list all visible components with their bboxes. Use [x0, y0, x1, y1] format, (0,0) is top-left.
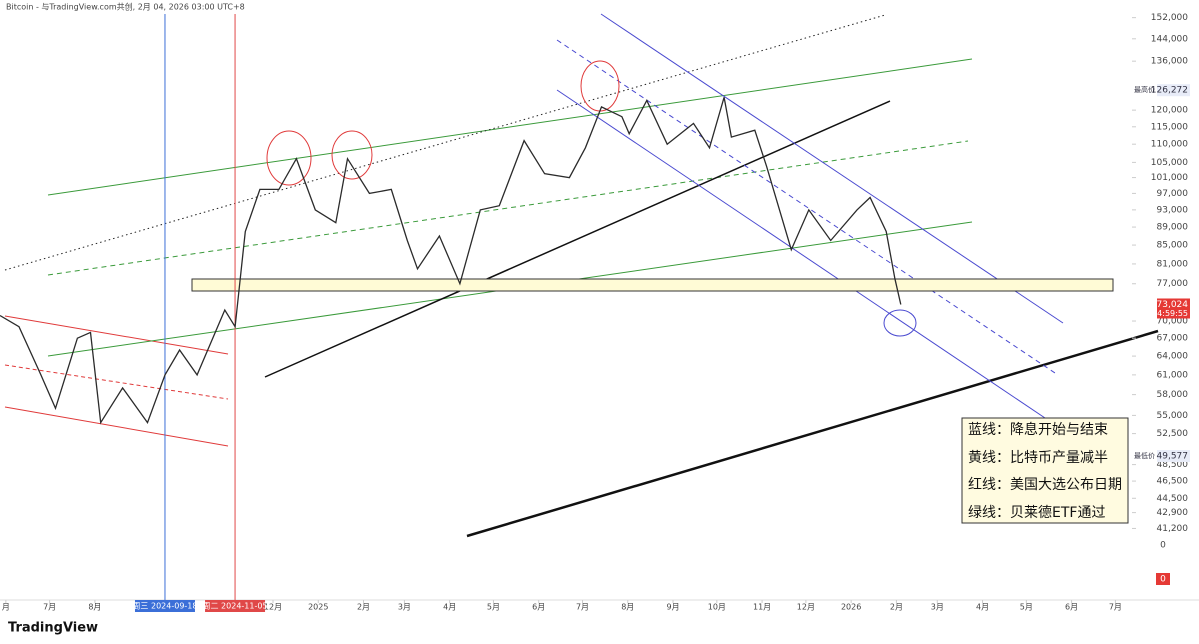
y-tick-label: 110,000: [1151, 140, 1188, 150]
x-tick-label: 12月: [797, 603, 815, 612]
y-tick-label: 41,200: [1157, 524, 1189, 534]
y-tick-label: 115,000: [1151, 122, 1188, 132]
x-tick-label: 8月: [88, 603, 101, 612]
event-label: 周三 2024-09-18: [132, 602, 197, 611]
indicator-label: 0: [1160, 575, 1166, 585]
x-tick-label: 4月: [976, 603, 989, 612]
chart-title: Bitcoin - 与TradingView.com共创, 2月 04, 202…: [6, 2, 245, 12]
event-label-bg: [205, 600, 266, 612]
annotation: 红线：美国大选公布日期: [968, 477, 1122, 493]
indicator-label-bg: [1156, 573, 1170, 585]
y-tick-label: 152,000: [1151, 13, 1188, 23]
trend-line: [600, 13, 1064, 324]
brand: TradingView: [8, 621, 98, 636]
y-tick-label: 58,000: [1157, 390, 1189, 400]
trend-line: [4, 406, 229, 447]
y-tick-label: 64,000: [1157, 352, 1189, 362]
event-label-bg: [134, 600, 195, 612]
price-line: [0, 97, 902, 425]
y-tick-label: 70,000: [1157, 317, 1189, 327]
drawings: [0, 13, 1199, 601]
indicator-label: 0: [1160, 541, 1166, 551]
x-tick-label: 6月: [1065, 603, 1078, 612]
x-tick-label: 3月: [931, 603, 944, 612]
x-tick-label: 4月: [443, 603, 456, 612]
price-label-caption: 最低价: [1134, 451, 1155, 460]
trend-line: [47, 140, 969, 276]
y-tick-label: 44,500: [1157, 494, 1189, 504]
trend-line: [466, 329, 1159, 538]
price-label: 73,024: [1157, 300, 1189, 310]
y-tick-label: 48,500: [1157, 460, 1189, 470]
trend-line: [556, 89, 1049, 421]
trend-line: [556, 39, 1059, 376]
y-tick-label: 55,000: [1157, 411, 1189, 421]
trend-line: [4, 315, 229, 355]
highlight-circle: [331, 130, 373, 180]
y-tick-label: 46,500: [1157, 477, 1189, 487]
price-timer: 04:59:55: [1152, 309, 1188, 318]
y-tick-label: 93,000: [1157, 205, 1189, 215]
price-label-caption: 最高价: [1134, 85, 1155, 94]
y-tick-label: 85,000: [1157, 241, 1189, 251]
x-tick-label: 2025: [308, 603, 328, 612]
y-tick-label: 144,000: [1151, 34, 1188, 44]
halving-zone: [191, 278, 1114, 292]
price-label-bg: [1157, 84, 1190, 97]
x-tick-label: 2月: [890, 603, 903, 612]
x-tick-label: 8月: [621, 603, 634, 612]
annotation-box: [961, 417, 1129, 524]
y-tick-label: 67,000: [1157, 334, 1189, 344]
x-tick-label: 7月: [576, 603, 589, 612]
x-tick-label: 10月: [708, 603, 726, 612]
x-tick-label: 7月: [43, 603, 56, 612]
y-tick-label: 120,000: [1151, 106, 1188, 116]
x-tick-label: 月: [2, 603, 10, 612]
price-label-bg: [1157, 450, 1190, 463]
price-label: 126,272: [1151, 86, 1188, 96]
trend-line: [47, 58, 973, 196]
trend-line: [4, 364, 229, 400]
event-label: 周二 2024-11-05: [203, 602, 268, 611]
x-tick-label: 2026: [841, 603, 861, 612]
x-tick-label: 12月: [264, 603, 282, 612]
x-tick-label: 7月: [1109, 603, 1122, 612]
y-tick-label: 89,000: [1157, 223, 1189, 233]
y-tick-label: 97,000: [1157, 189, 1189, 199]
annotation: 蓝线：降息开始与结束: [968, 421, 1108, 438]
trend-line: [264, 100, 891, 378]
x-tick-label: 5月: [1020, 603, 1033, 612]
highlight-circle: [883, 309, 917, 337]
highlight-circle: [266, 130, 312, 186]
x-tick-label: 11月: [753, 603, 771, 612]
y-tick-label: 61,000: [1157, 370, 1189, 380]
x-tick-label: 9月: [666, 603, 679, 612]
x-tick-label: 3月: [398, 603, 411, 612]
y-tick-label: 77,000: [1157, 279, 1189, 289]
y-tick-label: 105,000: [1151, 158, 1188, 168]
price-label-bg: [1157, 298, 1190, 319]
x-tick-label: 6月: [532, 603, 545, 612]
y-tick-label: 81,000: [1157, 259, 1189, 269]
x-tick-label: 2月: [357, 603, 370, 612]
annotation: 绿线：贝莱德ETF通过: [968, 505, 1105, 521]
y-tick-label: 101,000: [1151, 173, 1188, 183]
y-tick-label: 52,500: [1157, 429, 1189, 439]
x-tick-label: 5月: [487, 603, 500, 612]
y-tick-label: 136,000: [1151, 57, 1188, 67]
price-label: 49,577: [1157, 452, 1189, 462]
y-tick-label: 42,900: [1157, 508, 1189, 518]
annotation: 黄线：比特币产量减半: [968, 449, 1108, 466]
